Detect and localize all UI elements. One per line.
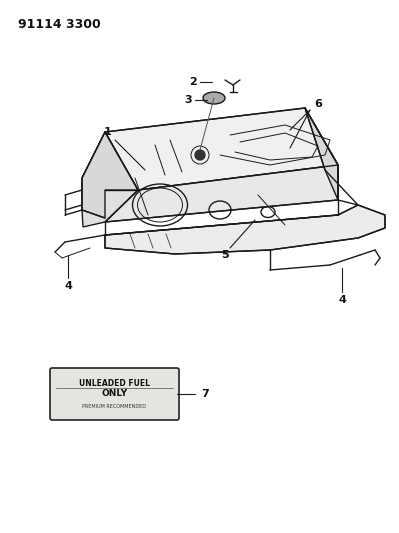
Text: 5: 5 [221,250,229,260]
Text: 2: 2 [189,77,197,87]
Text: 4: 4 [338,295,346,305]
Polygon shape [305,108,338,200]
Text: 6: 6 [314,99,322,109]
Text: 7: 7 [201,389,209,399]
Polygon shape [82,132,138,227]
Text: ONLY: ONLY [101,390,128,399]
Polygon shape [105,205,385,254]
Ellipse shape [203,92,225,104]
FancyBboxPatch shape [50,368,179,420]
Text: 3: 3 [184,95,192,105]
Polygon shape [105,165,338,222]
Polygon shape [82,132,138,218]
Text: 1: 1 [104,127,112,137]
Text: PREMIUM RECOMMENDED: PREMIUM RECOMMENDED [83,403,146,408]
Circle shape [195,150,205,160]
Text: 91114 3300: 91114 3300 [18,18,101,31]
Polygon shape [105,108,338,190]
Text: UNLEADED FUEL: UNLEADED FUEL [79,379,150,388]
Text: 4: 4 [64,281,72,291]
